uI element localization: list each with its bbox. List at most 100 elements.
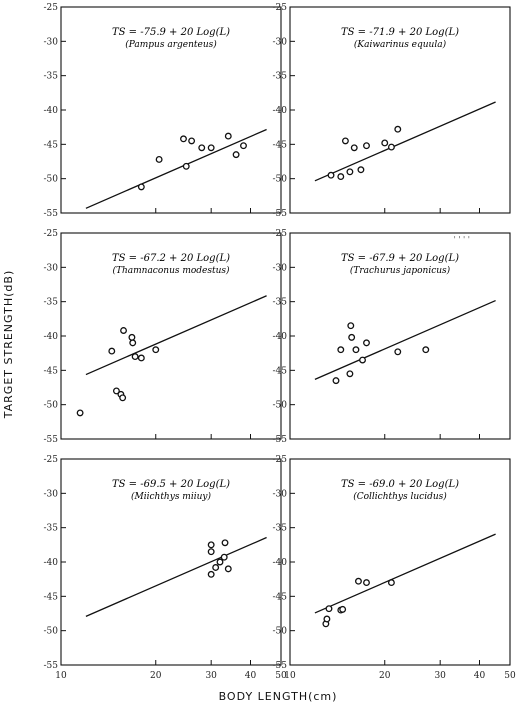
y-tick-label: -35 [273, 298, 288, 308]
data-point [129, 339, 137, 347]
equation-label: TS = -69.5 + 20 Log(L) [112, 479, 230, 490]
data-point [152, 346, 160, 354]
data-point [198, 144, 206, 152]
y-tick-label: -30 [44, 489, 59, 499]
data-point [357, 166, 365, 174]
x-axis-label: BODY LENGTH(cm) [219, 690, 338, 703]
data-point [76, 409, 84, 417]
x-tick-label: 30 [205, 671, 217, 681]
y-tick-label: -40 [273, 106, 288, 116]
data-point [323, 615, 331, 623]
regression-line [314, 533, 496, 614]
data-point [422, 346, 430, 354]
species-label: (Trachurus japonicus) [350, 265, 451, 276]
y-tick-label: -30 [273, 263, 288, 273]
equation-label: TS = -75.9 + 20 Log(L) [112, 27, 230, 38]
x-tick-label: 40 [474, 671, 486, 681]
regression-line [85, 536, 267, 617]
y-tick-label: -30 [44, 37, 59, 47]
y-tick-label: -50 [273, 401, 288, 411]
x-tick-label: 10 [55, 671, 67, 681]
x-tick-label: 50 [275, 671, 287, 681]
x-tick-label: 20 [379, 671, 391, 681]
x-tick-label: 30 [434, 671, 446, 681]
species-label: (Pampus argenteus) [125, 39, 217, 50]
data-point [337, 173, 345, 181]
data-point [350, 144, 358, 152]
y-tick-label: -25 [273, 455, 288, 465]
data-point [387, 143, 395, 151]
regression-line [85, 295, 267, 376]
data-point [137, 354, 145, 362]
data-point [212, 564, 220, 571]
x-tick-label: 40 [245, 671, 257, 681]
y-tick-label: -45 [273, 140, 288, 150]
data-point [207, 548, 215, 556]
y-tick-label: -40 [273, 332, 288, 342]
data-point [363, 339, 370, 347]
data-point [224, 565, 232, 573]
x-tick-label: 20 [150, 671, 162, 681]
data-point [182, 162, 190, 170]
equation-label: TS = -67.2 + 20 Log(L) [112, 253, 230, 264]
data-point [137, 183, 145, 191]
data-point [207, 144, 215, 152]
species-label: (Miichthys miiuy) [131, 491, 211, 502]
data-point [348, 333, 356, 341]
regression-line [314, 101, 496, 182]
data-point [224, 132, 232, 140]
data-point [355, 577, 362, 585]
y-tick-label: -40 [44, 106, 59, 116]
data-point [188, 137, 196, 145]
y-tick-label: -30 [273, 37, 288, 47]
y-tick-label: -35 [44, 524, 59, 534]
data-point [240, 142, 247, 150]
y-tick-label: -50 [44, 627, 59, 637]
data-point [359, 356, 366, 364]
data-point [327, 171, 335, 179]
data-point [332, 377, 340, 385]
y-tick-label: -45 [44, 366, 59, 376]
panel-pampus: -25 -30 -35 -40 -45 -50 -55 TS = -75.9 + 20 Log… [44, 3, 282, 219]
y-tick-label: -25 [44, 455, 59, 465]
data-point [337, 346, 345, 354]
data-point [120, 327, 127, 334]
data-point [394, 125, 402, 133]
y-tick-label: -55 [44, 661, 59, 671]
y-tick-label: -40 [44, 332, 59, 342]
y-tick-label: -55 [273, 435, 288, 445]
data-point [220, 553, 228, 561]
y-tick-label: -55 [44, 435, 59, 445]
data-point [128, 333, 136, 341]
panel-trachurus: -25 -30 -35 -40 -45 -50 -55 TS = -67.9 + 20 Log… [273, 229, 511, 445]
species-label: (Thamnaconus modestus) [112, 265, 230, 276]
data-point [325, 605, 333, 613]
data-point [108, 347, 116, 355]
data-point [131, 353, 139, 361]
y-tick-label: -35 [44, 298, 59, 308]
y-tick-label: -45 [273, 592, 288, 602]
y-tick-label: -50 [273, 627, 288, 637]
y-tick-label: -55 [44, 209, 59, 219]
species-label: (Kaiwarinus equula) [354, 39, 447, 50]
y-tick-label: -40 [44, 558, 59, 568]
y-tick-label: -25 [273, 3, 288, 13]
regression-line [314, 299, 496, 380]
data-point [346, 370, 354, 378]
data-point [155, 155, 163, 163]
regression-line [85, 128, 267, 209]
y-tick-label: -25 [44, 229, 59, 239]
species-label: (Collichthys lucidus) [353, 491, 447, 502]
y-tick-label: -55 [273, 209, 288, 219]
y-tick-label: -50 [44, 401, 59, 411]
data-point [381, 139, 389, 147]
y-tick-label: -30 [44, 263, 59, 273]
equation-label: TS = -71.9 + 20 Log(L) [341, 27, 459, 38]
y-tick-label: -45 [273, 366, 288, 376]
data-point [363, 142, 370, 150]
x-tick-label: 50 [504, 671, 516, 681]
data-point [119, 394, 127, 402]
